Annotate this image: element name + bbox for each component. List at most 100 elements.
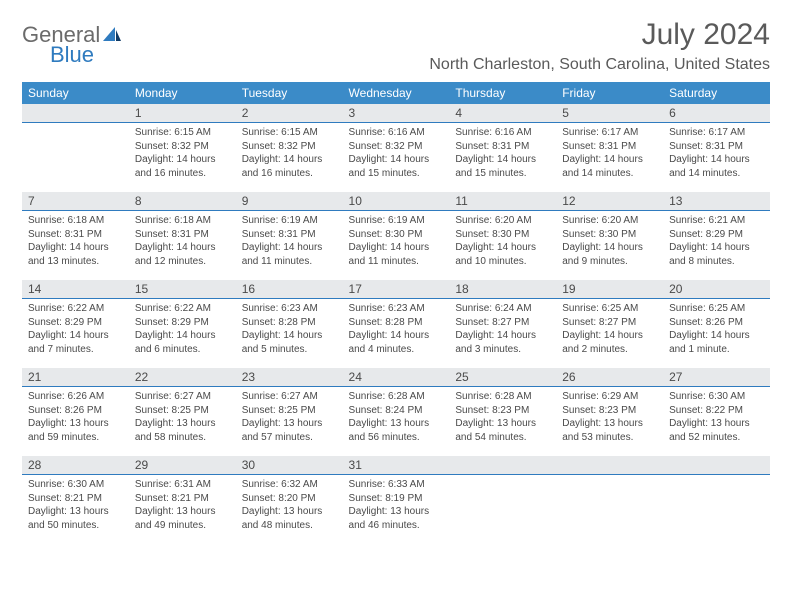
day-number: 31 [343,456,450,475]
sunset-line: Sunset: 8:28 PM [349,316,444,330]
day-details: Sunrise: 6:22 AMSunset: 8:29 PMDaylight:… [22,299,129,360]
daylight-line-2: and 7 minutes. [28,343,123,357]
sunrise-line: Sunrise: 6:33 AM [349,478,444,492]
daylight-line-2: and 16 minutes. [135,167,230,181]
day-details: Sunrise: 6:27 AMSunset: 8:25 PMDaylight:… [236,387,343,448]
calendar-cell: 30Sunrise: 6:32 AMSunset: 8:20 PMDayligh… [236,456,343,544]
daylight-line-1: Daylight: 13 hours [349,417,444,431]
daylight-line-1: Daylight: 14 hours [135,241,230,255]
day-number [556,456,663,475]
daylight-line-2: and 1 minute. [669,343,764,357]
day-number: 26 [556,368,663,387]
sunset-line: Sunset: 8:31 PM [455,140,550,154]
daylight-line-2: and 5 minutes. [242,343,337,357]
sunrise-line: Sunrise: 6:23 AM [349,302,444,316]
day-details [663,475,770,482]
calendar-cell: 1Sunrise: 6:15 AMSunset: 8:32 PMDaylight… [129,104,236,192]
daylight-line-1: Daylight: 14 hours [455,153,550,167]
calendar-cell: 27Sunrise: 6:30 AMSunset: 8:22 PMDayligh… [663,368,770,456]
calendar-cell: 25Sunrise: 6:28 AMSunset: 8:23 PMDayligh… [449,368,556,456]
day-details [556,475,663,482]
day-number: 5 [556,104,663,123]
sunrise-line: Sunrise: 6:28 AM [455,390,550,404]
day-details: Sunrise: 6:20 AMSunset: 8:30 PMDaylight:… [556,211,663,272]
daylight-line-1: Daylight: 13 hours [455,417,550,431]
weekday-header: Monday [129,82,236,104]
daylight-line-2: and 16 minutes. [242,167,337,181]
daylight-line-2: and 13 minutes. [28,255,123,269]
sunset-line: Sunset: 8:32 PM [242,140,337,154]
calendar-cell: 19Sunrise: 6:25 AMSunset: 8:27 PMDayligh… [556,280,663,368]
calendar-cell [22,104,129,192]
day-number: 15 [129,280,236,299]
sunset-line: Sunset: 8:32 PM [135,140,230,154]
day-details: Sunrise: 6:16 AMSunset: 8:31 PMDaylight:… [449,123,556,184]
daylight-line-1: Daylight: 14 hours [135,329,230,343]
weekday-header: Sunday [22,82,129,104]
day-number: 30 [236,456,343,475]
day-details: Sunrise: 6:23 AMSunset: 8:28 PMDaylight:… [343,299,450,360]
calendar-cell: 5Sunrise: 6:17 AMSunset: 8:31 PMDaylight… [556,104,663,192]
day-number [663,456,770,475]
sunset-line: Sunset: 8:26 PM [669,316,764,330]
sunset-line: Sunset: 8:22 PM [669,404,764,418]
daylight-line-1: Daylight: 14 hours [349,329,444,343]
calendar-week: 28Sunrise: 6:30 AMSunset: 8:21 PMDayligh… [22,456,770,544]
sunrise-line: Sunrise: 6:26 AM [28,390,123,404]
calendar-cell: 24Sunrise: 6:28 AMSunset: 8:24 PMDayligh… [343,368,450,456]
calendar-cell: 16Sunrise: 6:23 AMSunset: 8:28 PMDayligh… [236,280,343,368]
sunset-line: Sunset: 8:19 PM [349,492,444,506]
day-number: 22 [129,368,236,387]
day-details: Sunrise: 6:31 AMSunset: 8:21 PMDaylight:… [129,475,236,536]
daylight-line-1: Daylight: 13 hours [562,417,657,431]
sunrise-line: Sunrise: 6:31 AM [135,478,230,492]
daylight-line-1: Daylight: 14 hours [28,329,123,343]
daylight-line-2: and 57 minutes. [242,431,337,445]
day-number: 21 [22,368,129,387]
day-details: Sunrise: 6:25 AMSunset: 8:27 PMDaylight:… [556,299,663,360]
weekday-header: Saturday [663,82,770,104]
day-details: Sunrise: 6:18 AMSunset: 8:31 PMDaylight:… [129,211,236,272]
sunset-line: Sunset: 8:25 PM [242,404,337,418]
weekday-header-row: Sunday Monday Tuesday Wednesday Thursday… [22,82,770,104]
day-number: 29 [129,456,236,475]
calendar-cell: 3Sunrise: 6:16 AMSunset: 8:32 PMDaylight… [343,104,450,192]
day-details: Sunrise: 6:33 AMSunset: 8:19 PMDaylight:… [343,475,450,536]
daylight-line-2: and 12 minutes. [135,255,230,269]
sunset-line: Sunset: 8:32 PM [349,140,444,154]
sunrise-line: Sunrise: 6:20 AM [562,214,657,228]
day-details: Sunrise: 6:27 AMSunset: 8:25 PMDaylight:… [129,387,236,448]
sunset-line: Sunset: 8:30 PM [349,228,444,242]
header: General July 2024 North Charleston, Sout… [22,18,770,74]
calendar-cell: 17Sunrise: 6:23 AMSunset: 8:28 PMDayligh… [343,280,450,368]
sunrise-line: Sunrise: 6:22 AM [135,302,230,316]
title-block: July 2024 North Charleston, South Caroli… [429,18,770,74]
calendar-cell: 31Sunrise: 6:33 AMSunset: 8:19 PMDayligh… [343,456,450,544]
calendar-cell: 4Sunrise: 6:16 AMSunset: 8:31 PMDaylight… [449,104,556,192]
sunrise-line: Sunrise: 6:21 AM [669,214,764,228]
day-number: 7 [22,192,129,211]
day-number: 4 [449,104,556,123]
day-details: Sunrise: 6:15 AMSunset: 8:32 PMDaylight:… [129,123,236,184]
calendar-week: 21Sunrise: 6:26 AMSunset: 8:26 PMDayligh… [22,368,770,456]
sunrise-line: Sunrise: 6:16 AM [349,126,444,140]
sunset-line: Sunset: 8:23 PM [455,404,550,418]
calendar-cell: 29Sunrise: 6:31 AMSunset: 8:21 PMDayligh… [129,456,236,544]
day-details: Sunrise: 6:16 AMSunset: 8:32 PMDaylight:… [343,123,450,184]
sunset-line: Sunset: 8:31 PM [242,228,337,242]
daylight-line-2: and 46 minutes. [349,519,444,533]
sunrise-line: Sunrise: 6:19 AM [349,214,444,228]
day-details: Sunrise: 6:19 AMSunset: 8:30 PMDaylight:… [343,211,450,272]
day-details: Sunrise: 6:15 AMSunset: 8:32 PMDaylight:… [236,123,343,184]
sunrise-line: Sunrise: 6:15 AM [135,126,230,140]
daylight-line-2: and 8 minutes. [669,255,764,269]
sunrise-line: Sunrise: 6:20 AM [455,214,550,228]
calendar-cell: 2Sunrise: 6:15 AMSunset: 8:32 PMDaylight… [236,104,343,192]
calendar-cell: 26Sunrise: 6:29 AMSunset: 8:23 PMDayligh… [556,368,663,456]
sunset-line: Sunset: 8:30 PM [455,228,550,242]
sunset-line: Sunset: 8:31 PM [669,140,764,154]
sunrise-line: Sunrise: 6:28 AM [349,390,444,404]
sunset-line: Sunset: 8:25 PM [135,404,230,418]
daylight-line-1: Daylight: 14 hours [349,241,444,255]
sunrise-line: Sunrise: 6:25 AM [669,302,764,316]
